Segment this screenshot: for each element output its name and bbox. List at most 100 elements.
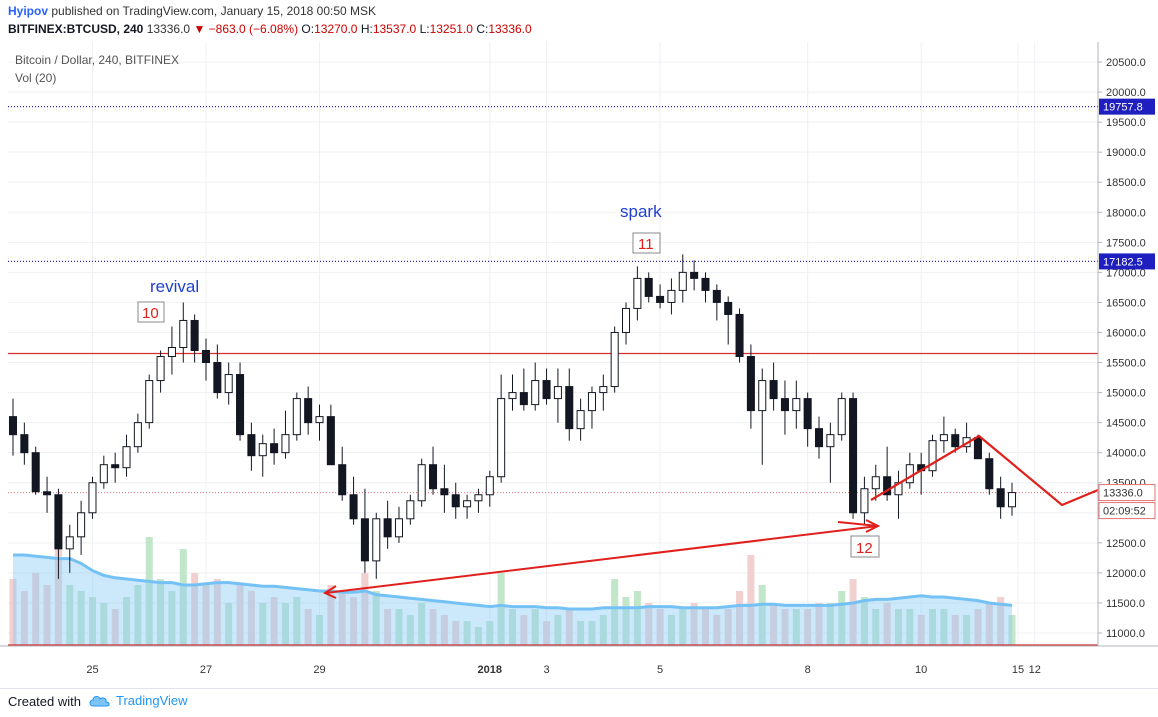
y-tick-label: 17000.0 bbox=[1106, 267, 1146, 279]
volume-pane bbox=[9, 537, 1016, 645]
price-chart[interactable]: Bitcoin / Dollar, 240, BITFINEX Vol (20)… bbox=[0, 42, 1158, 688]
chart-area[interactable]: Bitcoin / Dollar, 240, BITFINEX Vol (20)… bbox=[0, 42, 1158, 688]
candle-body bbox=[497, 398, 506, 478]
created-with-text: Created with bbox=[8, 694, 81, 709]
volume-bar bbox=[418, 603, 426, 645]
volume-bar bbox=[860, 597, 868, 645]
candle bbox=[190, 314, 199, 363]
price-label-dotted-blue: 17182.5 bbox=[1099, 253, 1155, 270]
volume-bar bbox=[111, 609, 119, 645]
x-tick-label: 27 bbox=[200, 664, 212, 676]
candle-body bbox=[88, 482, 97, 514]
volume-bar bbox=[350, 597, 358, 645]
published-text: published on TradingView.com, January 15… bbox=[51, 4, 377, 18]
price-label-text: 02:09:52 bbox=[1103, 506, 1146, 518]
volume-bar bbox=[770, 603, 778, 645]
down-arrow-icon: ▼ bbox=[193, 22, 206, 36]
candle bbox=[826, 422, 835, 483]
candle-body bbox=[394, 518, 403, 538]
y-tick-label: 18500.0 bbox=[1106, 177, 1146, 189]
time-axis[interactable]: 25 27 29 2018 3 5 8 10 12 15 bbox=[0, 645, 1158, 676]
trend-arrow-line bbox=[324, 525, 879, 594]
arrow-head-left bbox=[322, 585, 337, 599]
candle bbox=[644, 272, 653, 303]
volume-indicator-label: Vol (20) bbox=[15, 71, 56, 85]
candle-body bbox=[928, 440, 937, 472]
volume-bar bbox=[20, 591, 28, 645]
volume-bar bbox=[293, 597, 301, 645]
volume-bar bbox=[9, 579, 17, 645]
y-tick-label: 12000.0 bbox=[1106, 568, 1146, 580]
price-axis[interactable]: 20500.0 20000.0 19500.0 19000.0 18500.0 18000… bbox=[1097, 42, 1156, 646]
volume-bar bbox=[543, 621, 551, 645]
candle bbox=[406, 494, 415, 525]
candle-body bbox=[440, 488, 449, 496]
volume-bar bbox=[781, 609, 789, 645]
x-tick-label: 29 bbox=[313, 664, 325, 676]
price-change: −863.0 (−6.08%) bbox=[208, 22, 299, 36]
volume-bar bbox=[259, 603, 267, 645]
annotation-11: 11 bbox=[638, 236, 654, 253]
y-tick-label: 14000.0 bbox=[1106, 448, 1146, 460]
candle bbox=[814, 416, 824, 459]
candle bbox=[712, 284, 721, 321]
volume-bar bbox=[747, 555, 755, 645]
volume-bar bbox=[736, 591, 744, 645]
y-tick-label: 11000.0 bbox=[1106, 628, 1145, 640]
candle bbox=[20, 422, 29, 465]
candle bbox=[758, 368, 767, 465]
candle-body bbox=[985, 458, 994, 490]
volume-bar bbox=[565, 609, 573, 645]
candle-body bbox=[712, 289, 721, 303]
y-tick-label: 18000.0 bbox=[1106, 207, 1146, 219]
volume-bar bbox=[338, 591, 346, 645]
volume-bar bbox=[145, 537, 153, 645]
volume-bar bbox=[157, 579, 165, 645]
volume-bar bbox=[645, 603, 653, 645]
candle bbox=[326, 404, 335, 466]
volume-bar bbox=[134, 585, 142, 645]
volume-bar bbox=[849, 579, 857, 645]
volume-bar bbox=[429, 609, 437, 645]
volume-bar bbox=[577, 621, 585, 645]
candle bbox=[837, 392, 846, 441]
candle-body bbox=[474, 494, 483, 502]
price-label-box bbox=[1099, 98, 1155, 115]
candle-body bbox=[372, 518, 381, 562]
candle bbox=[576, 398, 585, 441]
candle-body bbox=[8, 416, 18, 436]
low-label: L: bbox=[419, 22, 430, 36]
x-tick-label: 12 bbox=[1029, 664, 1041, 676]
volume-bar bbox=[724, 609, 732, 645]
candle-body bbox=[133, 422, 142, 448]
candle-body bbox=[871, 476, 880, 490]
candle-body bbox=[553, 386, 562, 400]
candle bbox=[735, 308, 744, 363]
volume-bar bbox=[440, 615, 448, 645]
volume-bar bbox=[758, 585, 766, 645]
candle bbox=[111, 452, 120, 483]
candle bbox=[678, 254, 687, 303]
volume-bar bbox=[361, 573, 369, 645]
tradingview-link[interactable]: TradingView bbox=[88, 693, 188, 708]
volume-bar bbox=[906, 609, 914, 645]
candle-body bbox=[190, 319, 199, 352]
candle-body bbox=[905, 464, 914, 484]
x-tick-label: 5 bbox=[657, 664, 663, 676]
candle-body bbox=[326, 416, 335, 466]
volume-bar bbox=[951, 615, 959, 645]
x-tick-label: 10 bbox=[915, 664, 927, 676]
candle bbox=[553, 368, 562, 423]
zigzag-line bbox=[870, 434, 1099, 507]
candle-body bbox=[622, 307, 631, 333]
candle-body bbox=[849, 398, 858, 514]
volume-bar bbox=[894, 609, 902, 645]
candle bbox=[849, 392, 858, 519]
author-link[interactable]: Hyipov bbox=[8, 4, 49, 18]
volume-bar bbox=[520, 615, 528, 645]
candle bbox=[519, 368, 528, 411]
volume-bar bbox=[985, 603, 993, 645]
candle bbox=[122, 434, 131, 477]
volume-bar bbox=[202, 585, 210, 645]
volume-bar bbox=[384, 609, 392, 645]
